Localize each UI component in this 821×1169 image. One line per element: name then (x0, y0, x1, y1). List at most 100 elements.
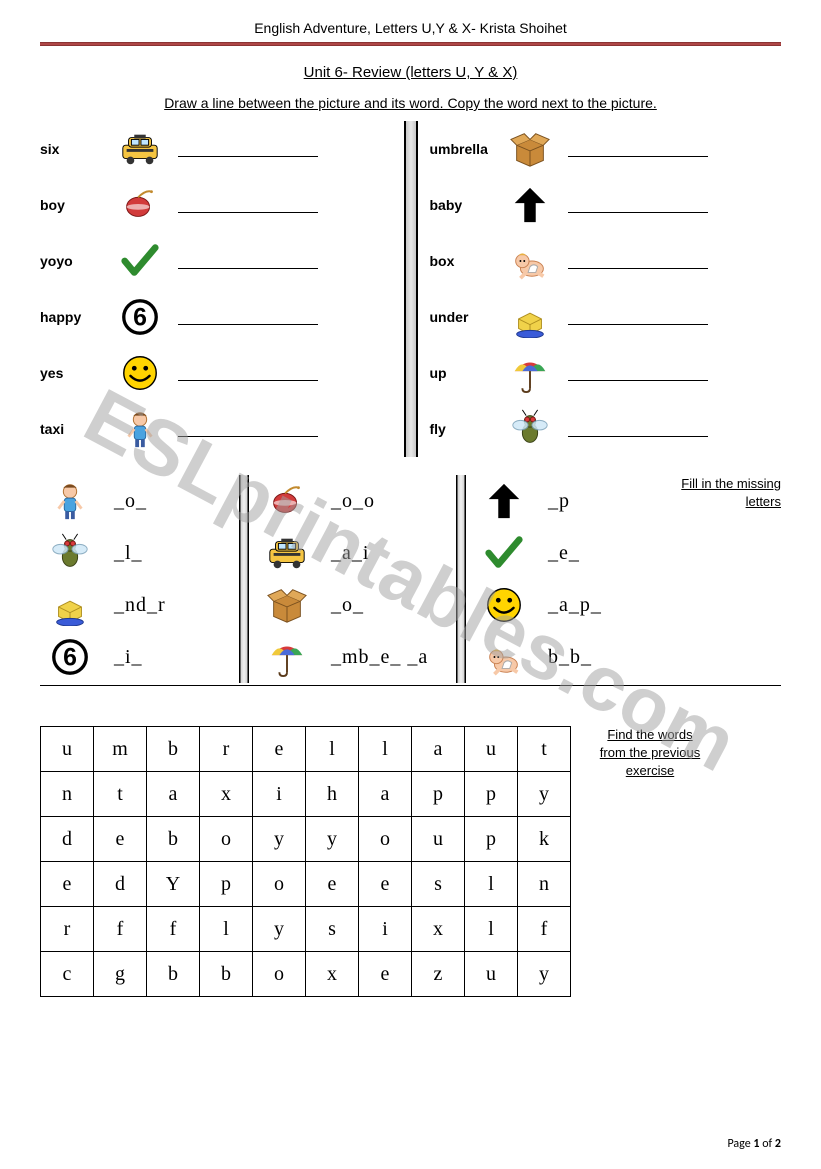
ws-cell: c (41, 952, 94, 997)
fill-word[interactable]: _a_p_ (548, 594, 602, 617)
baby-icon (483, 636, 525, 678)
ws-cell: d (94, 862, 147, 907)
write-line[interactable] (178, 142, 318, 157)
match-word: box (430, 253, 500, 269)
wordsearch-section: umbrellautntaxihappydeboyyoupkedYpoeesln… (40, 726, 781, 997)
match-word: yes (40, 365, 110, 381)
match-row: boy (40, 177, 392, 233)
yoyo-icon (266, 480, 308, 522)
ws-cell: z (412, 952, 465, 997)
box-icon (266, 584, 308, 626)
ws-cell: e (41, 862, 94, 907)
fill-word[interactable]: _a_i (331, 542, 369, 565)
fill-icon (257, 479, 317, 523)
match-row: baby (430, 177, 782, 233)
page-num-prefix: Page (727, 1137, 753, 1151)
divider (404, 121, 418, 457)
ws-cell: a (412, 727, 465, 772)
up-icon (483, 480, 525, 522)
fly-icon (509, 408, 551, 450)
fill-icon (40, 635, 100, 679)
ws-cell: a (147, 772, 200, 817)
match-icon (110, 295, 170, 339)
ws-cell: b (200, 952, 253, 997)
write-line[interactable] (568, 254, 708, 269)
ws-cell: e (253, 727, 306, 772)
up-icon (509, 184, 551, 226)
write-line[interactable] (178, 254, 318, 269)
baby-icon (509, 240, 551, 282)
umbrella-icon (266, 636, 308, 678)
match-word: fly (430, 421, 500, 437)
write-line[interactable] (568, 198, 708, 213)
match-row: under (430, 289, 782, 345)
fill-word[interactable]: _i_ (114, 646, 143, 669)
match-icon (500, 407, 560, 451)
fill-row: _i_ (40, 631, 231, 683)
wordsearch-grid: umbrellautntaxihappydeboyyoupkedYpoeesln… (40, 726, 571, 997)
check-icon (119, 240, 161, 282)
write-line[interactable] (568, 422, 708, 437)
instruction-1: Draw a line between the picture and its … (40, 95, 781, 111)
ws-cell: n (41, 772, 94, 817)
fly-icon (49, 532, 91, 574)
check-icon (483, 532, 525, 574)
match-word: up (430, 365, 500, 381)
match-icon (500, 295, 560, 339)
fill-word[interactable]: b_b_ (548, 646, 592, 669)
fill-row: _e_ (474, 527, 665, 579)
fill-word[interactable]: _o_o (331, 490, 375, 513)
ws-cell: n (518, 862, 571, 907)
match-icon (500, 183, 560, 227)
fill-word[interactable]: _mb_e_ _a (331, 646, 428, 669)
ws-cell: l (359, 727, 412, 772)
ws-cell: p (465, 817, 518, 862)
match-row: yoyo (40, 233, 392, 289)
match-icon (500, 351, 560, 395)
ws-cell: u (465, 727, 518, 772)
ws-cell: y (306, 817, 359, 862)
write-line[interactable] (568, 142, 708, 157)
ws-cell: u (41, 727, 94, 772)
match-row: box (430, 233, 782, 289)
write-line[interactable] (568, 366, 708, 381)
under-icon (49, 584, 91, 626)
ws-cell: p (412, 772, 465, 817)
ws-cell: o (253, 862, 306, 907)
fill-word[interactable]: _o_ (114, 490, 147, 513)
fill-row: _o_o (257, 475, 448, 527)
ws-cell: b (147, 952, 200, 997)
page-title: Unit 6- Review (letters U, Y & X) (40, 64, 781, 81)
write-line[interactable] (568, 310, 708, 325)
write-line[interactable] (178, 366, 318, 381)
fill-icon (257, 531, 317, 575)
ws-cell: Y (147, 862, 200, 907)
match-icon (110, 351, 170, 395)
match-word: boy (40, 197, 110, 213)
fill-word[interactable]: _p (548, 490, 570, 513)
fill-caption: Fill in the missing letters (665, 475, 781, 683)
fill-icon (40, 583, 100, 627)
fill-word[interactable]: _o_ (331, 594, 364, 617)
match-word: taxi (40, 421, 110, 437)
ws-cell: a (359, 772, 412, 817)
ws-cell: l (465, 862, 518, 907)
fill-row: _a_i (257, 527, 448, 579)
ws-cell: u (412, 817, 465, 862)
match-icon (110, 127, 170, 171)
fill-word[interactable]: _e_ (548, 542, 580, 565)
match-word: six (40, 141, 110, 157)
under-icon (509, 296, 551, 338)
ws-cell: m (94, 727, 147, 772)
match-icon (110, 239, 170, 283)
divider (239, 475, 249, 683)
write-line[interactable] (178, 198, 318, 213)
write-line[interactable] (178, 310, 318, 325)
write-line[interactable] (178, 422, 318, 437)
umbrella-icon (509, 352, 551, 394)
ws-cell: h (306, 772, 359, 817)
fill-word[interactable]: _nd_r (114, 594, 166, 617)
fill-word[interactable]: _l_ (114, 542, 143, 565)
match-icon (500, 127, 560, 171)
boy-icon (119, 408, 161, 450)
